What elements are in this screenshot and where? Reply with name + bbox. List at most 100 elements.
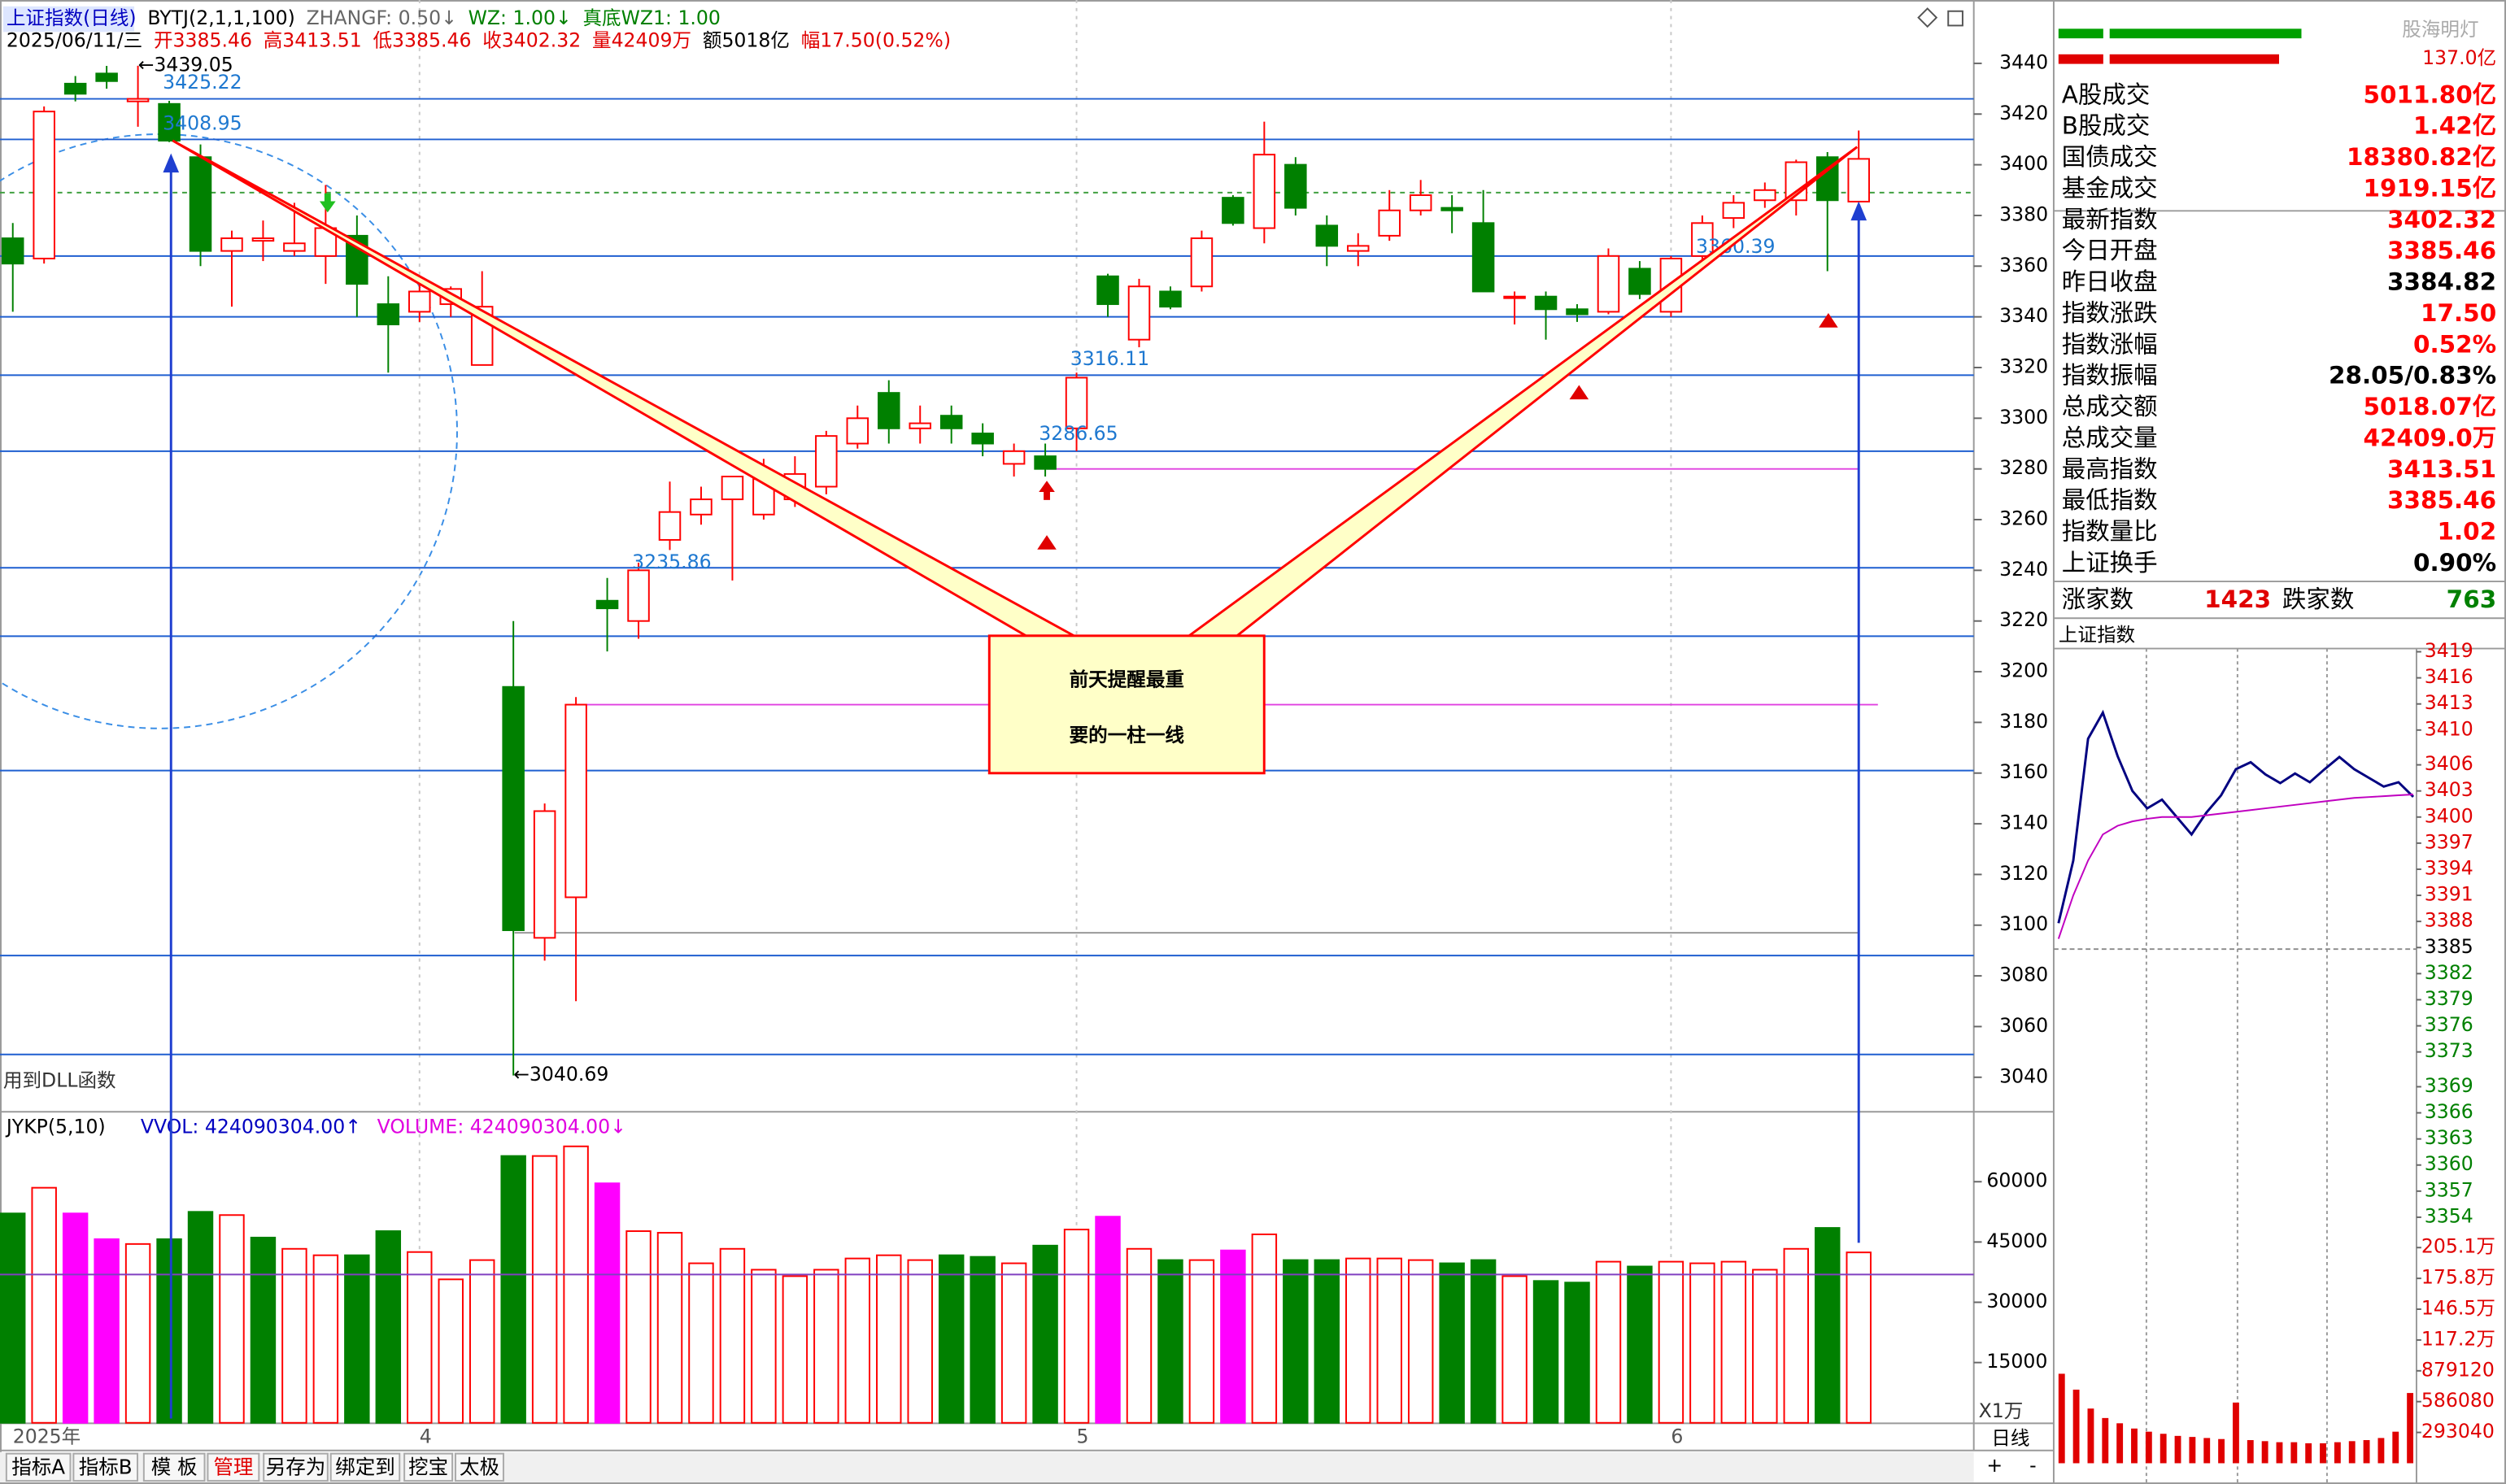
tab-label[interactable]: 另存为 (266, 1455, 326, 1478)
volume-bar (1126, 1247, 1153, 1424)
minute-volume-bar (2290, 1442, 2298, 1464)
y-tick-label: 3220 (1999, 608, 2048, 631)
minute-volume-bar (2189, 1437, 2196, 1464)
quote-value: 3413.51 (2387, 455, 2496, 483)
candle-body (658, 511, 682, 541)
minute-volume-bar (2348, 1441, 2356, 1464)
tab[interactable] (207, 1452, 260, 1482)
volume-bar (1188, 1259, 1215, 1424)
indicator-title: JYKP(5,10) (5, 1115, 106, 1138)
volume-bar (1815, 1227, 1841, 1424)
volume-bar (1470, 1259, 1497, 1424)
volume-bar (1846, 1251, 1872, 1424)
volume-bar (719, 1247, 746, 1424)
quote-value: 3385.46 (2387, 486, 2496, 514)
x-tick-label: 5 (1077, 1425, 1089, 1448)
volume-bar (156, 1238, 182, 1424)
minute-volume-bar (2363, 1440, 2370, 1464)
volume-bar (876, 1254, 902, 1424)
watermark: 股海明灯 (2402, 18, 2478, 41)
y-tick-label: 3357 (2425, 1178, 2473, 1201)
tab[interactable] (142, 1452, 206, 1482)
candle-body (1034, 455, 1057, 470)
tab-label[interactable]: 管理 (213, 1455, 253, 1478)
tab-label[interactable]: 挖宝 (408, 1455, 448, 1478)
y-tick-label: 3373 (2425, 1039, 2473, 1062)
zoom-out[interactable]: - (2029, 1454, 2037, 1477)
volume-bar (1220, 1249, 1246, 1424)
y-tick-label: 3340 (1999, 304, 2048, 327)
candle-body (33, 111, 55, 259)
candle-body (1065, 376, 1088, 429)
y-tick-label: 3300 (1999, 406, 2048, 429)
minute-volume-bar (2320, 1443, 2326, 1464)
y-tick-label: 15000 (1986, 1350, 2047, 1373)
quote-value: 3384.82 (2387, 268, 2496, 296)
price-annotation: ←3040.69 (513, 1063, 608, 1086)
breadth-up: 1423 (2204, 585, 2271, 613)
y-tick-label: 146.5万 (2421, 1297, 2495, 1320)
tab[interactable] (455, 1452, 504, 1482)
tab-label[interactable]: 指标A (11, 1455, 65, 1478)
minute-volume-bar (2072, 1389, 2080, 1464)
candle-body (126, 98, 150, 102)
price-annotation: 3408.95 (163, 112, 242, 135)
tab[interactable] (403, 1452, 454, 1482)
minute-volume-bar (2218, 1438, 2225, 1464)
tab[interactable] (263, 1452, 329, 1482)
quote-label: 指数涨跌 (2062, 299, 2158, 327)
header-text: 幅17.50(0.52%) (801, 29, 951, 52)
y-tick-label: 879120 (2421, 1358, 2495, 1381)
zoom-in[interactable]: + (1986, 1454, 2003, 1477)
tab[interactable] (5, 1452, 72, 1482)
header-text: 收3402.32 (482, 29, 581, 52)
candle-body (1722, 202, 1745, 220)
quote-label: 指数振幅 (2062, 362, 2158, 389)
volume-bar (219, 1214, 245, 1424)
volume-bar (124, 1242, 151, 1424)
y-tick-label: 293040 (2421, 1420, 2495, 1443)
minute-volume-bar (2377, 1438, 2385, 1464)
y-tick-label: 3410 (2425, 717, 2473, 740)
tab[interactable] (329, 1452, 401, 1482)
callout-text: 前天提醒最重 (1070, 668, 1184, 690)
volume-bar (469, 1259, 495, 1424)
tab-label[interactable]: 模 板 (151, 1455, 198, 1478)
tab-label[interactable]: 指标B (79, 1455, 133, 1478)
volume-bar (782, 1275, 808, 1424)
minute-volume-bar (2058, 1373, 2065, 1464)
quote-label: B股成交 (2062, 112, 2151, 140)
y-tick-label: 3200 (1999, 659, 2048, 682)
candle-body (627, 569, 650, 622)
candle-body (1190, 237, 1214, 288)
quote-label: 指数涨幅 (2062, 330, 2158, 358)
quote-value: 18380.82亿 (2347, 143, 2496, 171)
candle-body (815, 435, 838, 488)
price-annotation: 3286.65 (1039, 422, 1118, 445)
tab-label[interactable]: 绑定到 (335, 1455, 395, 1478)
main-chart: 2025年 4 5 6 3440 3420 3400 3380 3360 3340 3320 3300… (0, 0, 2048, 1448)
quote-label: 基金成交 (2062, 174, 2158, 202)
quote-label: A股成交 (2062, 81, 2151, 108)
candle-body (63, 82, 87, 95)
minute-volume-bar (2131, 1428, 2138, 1464)
tab[interactable] (72, 1452, 138, 1482)
y-tick-label: 117.2万 (2421, 1327, 2495, 1350)
candle-body (1159, 290, 1182, 308)
legend-entry: VVOL: 424090304.00↑ (141, 1115, 361, 1138)
volume-bar (438, 1278, 464, 1424)
volume-bar (907, 1259, 933, 1424)
period[interactable]: 日线 (1991, 1426, 2029, 1449)
volume-bar (1689, 1262, 1715, 1424)
volume-bar (1000, 1262, 1027, 1424)
volume-bar (1658, 1260, 1684, 1424)
price-annotation: 3425.22 (163, 71, 242, 94)
y-tick-label: 3354 (2425, 1204, 2473, 1227)
tab-label[interactable]: 太极 (460, 1455, 499, 1478)
minute-volume-bar (2392, 1431, 2399, 1464)
quote-value: 28.05/0.83% (2329, 362, 2496, 389)
x-tick-label: 2025年 (13, 1425, 81, 1448)
header-text: BYTJ(2,1,1,100) (147, 7, 294, 29)
candle-body (1440, 207, 1463, 211)
y-tick-label: 3413 (2425, 691, 2473, 714)
